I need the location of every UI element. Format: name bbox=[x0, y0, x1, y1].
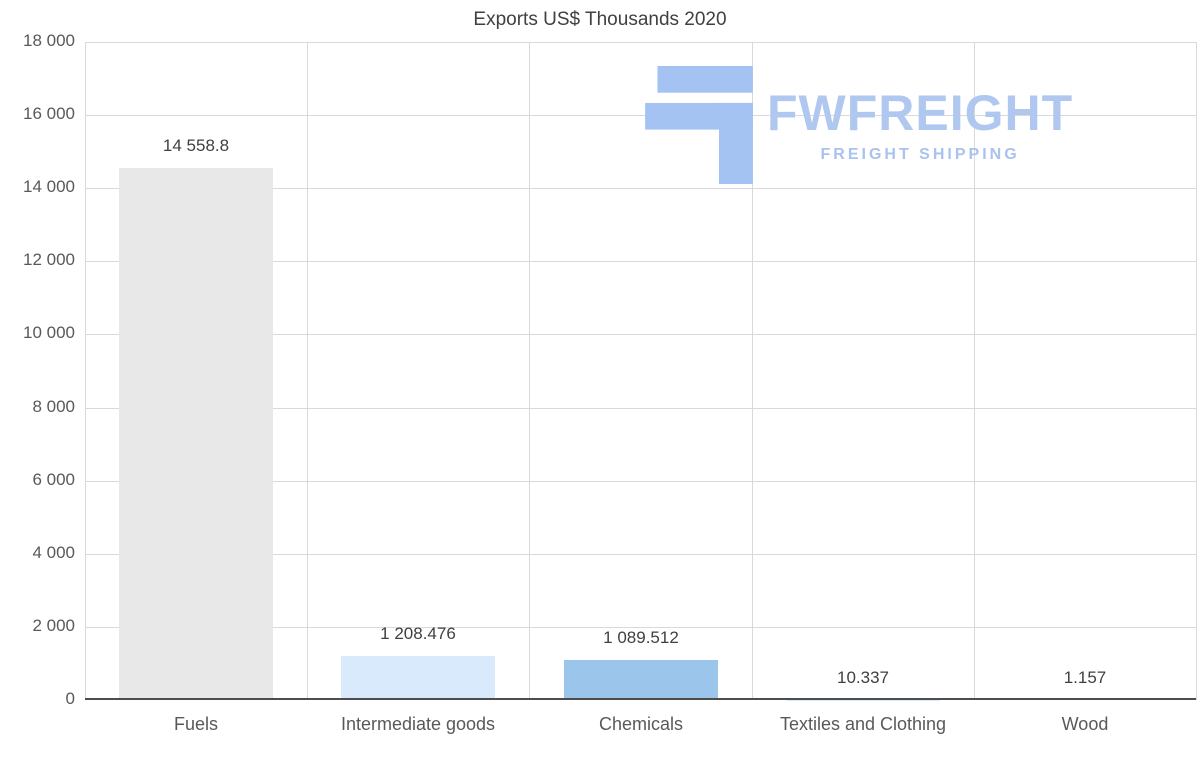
gridline-horizontal bbox=[85, 188, 1196, 189]
gridline-horizontal bbox=[85, 554, 1196, 555]
gridline-horizontal bbox=[85, 334, 1196, 335]
gridline-vertical bbox=[85, 42, 86, 700]
fwfreight-logo-name: FWFREIGHT bbox=[767, 85, 1074, 141]
gridline-horizontal bbox=[85, 115, 1196, 116]
fwfreight-logo-text: FWFREIGHT FREIGHT SHIPPING bbox=[767, 66, 1073, 164]
y-tick-label: 16 000 bbox=[23, 104, 75, 123]
gridline-horizontal bbox=[85, 261, 1196, 262]
gridline-horizontal bbox=[85, 42, 1196, 43]
chart-title: Exports US$ Thousands 2020 bbox=[473, 9, 727, 30]
bar-intermediate-goods bbox=[341, 655, 495, 700]
fwfreight-logo-tagline: FREIGHT SHIPPING bbox=[820, 146, 1020, 163]
y-tick-label: 8 000 bbox=[32, 397, 75, 416]
y-tick-label: 0 bbox=[65, 689, 75, 708]
gridline-horizontal bbox=[85, 627, 1196, 628]
bar-value-label: 1 089.512 bbox=[603, 628, 679, 647]
fwfreight-logo-icon bbox=[645, 66, 753, 184]
y-tick-label: 2 000 bbox=[32, 616, 75, 635]
y-tick-label: 12 000 bbox=[23, 250, 75, 269]
y-tick-label: 14 000 bbox=[23, 177, 75, 196]
plot-area: 14 558.8 1 208.476 1 089.512 10.337 1.157 bbox=[85, 42, 1197, 700]
bar-fuels bbox=[119, 167, 273, 700]
gridline-horizontal bbox=[85, 481, 1196, 482]
x-tick-label: Intermediate goods bbox=[340, 714, 496, 734]
gridline-horizontal bbox=[85, 408, 1196, 409]
x-tick-label: Textiles and Clothing bbox=[779, 714, 947, 734]
x-axis-line bbox=[85, 698, 1196, 700]
bar-value-label: 1 208.476 bbox=[380, 624, 456, 643]
x-tick-label: Fuels bbox=[173, 714, 218, 734]
y-tick-label: 6 000 bbox=[32, 470, 75, 489]
bar-chemicals bbox=[564, 660, 718, 700]
y-tick-label: 10 000 bbox=[23, 323, 75, 342]
x-tick-label: Chemicals bbox=[598, 714, 684, 734]
gridline-vertical bbox=[974, 42, 975, 700]
fwfreight-logo: FWFREIGHT FREIGHT SHIPPING bbox=[645, 66, 1073, 184]
y-tick-label: 4 000 bbox=[32, 543, 75, 562]
gridline-vertical bbox=[307, 42, 308, 700]
gridline-vertical bbox=[1196, 42, 1197, 700]
bar-value-label: 10.337 bbox=[837, 668, 889, 687]
x-tick-label: Wood bbox=[1061, 714, 1109, 734]
y-tick-label: 18 000 bbox=[23, 31, 75, 50]
bar-value-label: 14 558.8 bbox=[162, 136, 230, 155]
gridline-vertical bbox=[752, 42, 753, 700]
bar-value-label: 1.157 bbox=[1063, 668, 1107, 687]
gridline-vertical bbox=[529, 42, 530, 700]
